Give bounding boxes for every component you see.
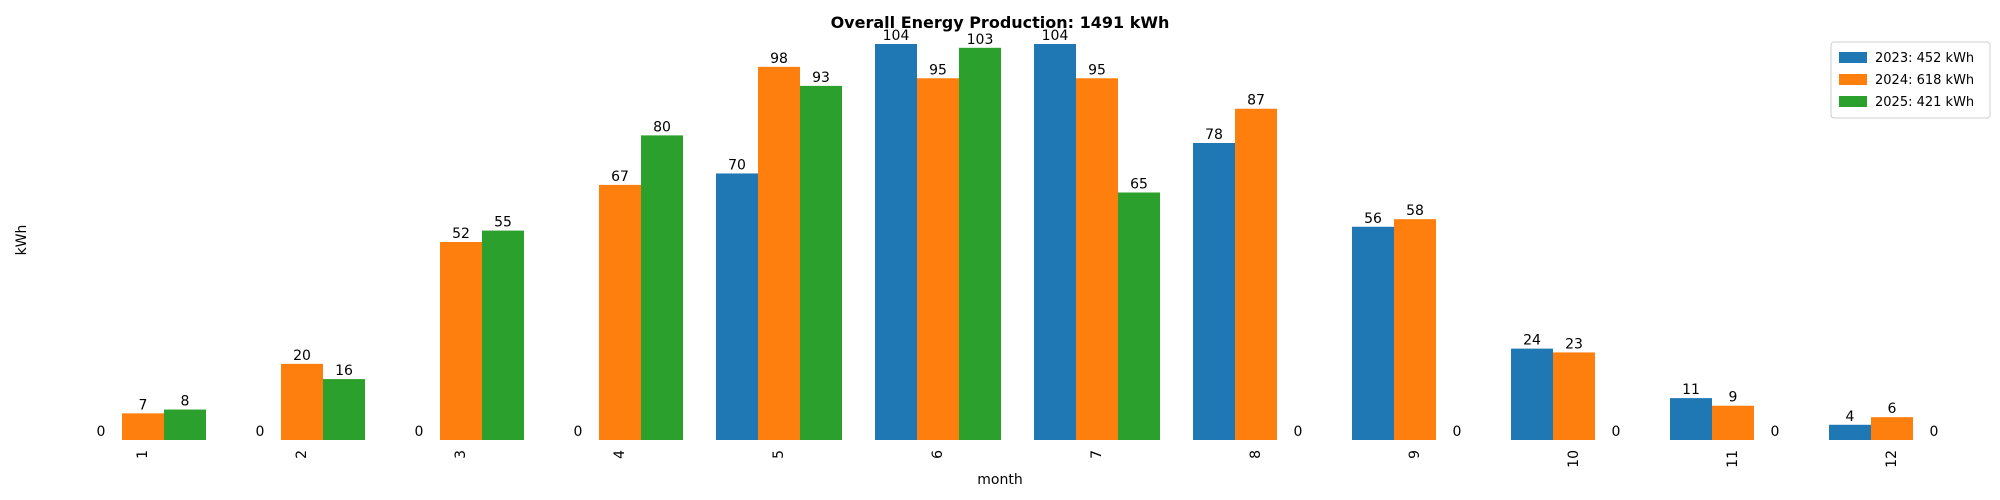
x-tick-labels: 1 2 3 4 5 6 7 8 9 10 11 12 <box>135 450 1900 468</box>
bar-month-3-series-3 <box>482 230 524 440</box>
data-label-month-12-series-1: 4 <box>1846 409 1855 425</box>
bar-month-3-series-2 <box>440 242 482 440</box>
bar-month-6-series-2 <box>917 78 959 441</box>
x-tick-label-12: 12 <box>1884 450 1900 468</box>
y-axis-label: kWh <box>14 225 30 256</box>
data-label-month-5-series-2: 98 <box>770 51 788 67</box>
bar-month-12-series-2 <box>1871 417 1913 440</box>
data-label-month-7-series-1: 104 <box>1042 28 1069 44</box>
data-label-month-10-series-3: 0 <box>1612 424 1621 440</box>
legend-swatch-3 <box>1839 96 1867 107</box>
x-tick-label-2: 2 <box>294 450 310 459</box>
data-label-month-5-series-1: 70 <box>728 157 746 173</box>
data-label-month-11-series-2: 9 <box>1729 390 1738 406</box>
bar-month-7-series-2 <box>1076 78 1118 441</box>
data-label-month-12-series-3: 0 <box>1930 424 1939 440</box>
legend-label-3: 2025: 421 kWh <box>1875 95 1974 110</box>
bar-month-7-series-1 <box>1034 44 1076 440</box>
legend-swatch-1 <box>1839 52 1867 63</box>
bar-month-4-series-3 <box>641 135 683 440</box>
data-label-month-4-series-1: 0 <box>574 424 583 440</box>
bar-month-11-series-2 <box>1712 405 1754 440</box>
data-label-month-4-series-2: 67 <box>611 169 629 185</box>
data-label-month-9-series-3: 0 <box>1453 424 1462 440</box>
bar-month-5-series-2 <box>758 66 800 440</box>
x-tick-label-8: 8 <box>1248 450 1264 459</box>
x-tick-label-1: 1 <box>135 450 151 459</box>
x-tick-label-9: 9 <box>1407 450 1423 459</box>
bar-month-5-series-3 <box>800 85 842 440</box>
data-label-month-9-series-2: 58 <box>1406 203 1424 219</box>
data-label-month-6-series-1: 104 <box>883 28 910 44</box>
bar-month-8-series-2 <box>1235 108 1277 440</box>
x-tick-label-6: 6 <box>930 450 946 459</box>
bar-month-9-series-2 <box>1394 219 1436 440</box>
data-label-month-2-series-3: 16 <box>335 363 353 379</box>
bar-month-11-series-1 <box>1670 398 1712 440</box>
data-label-month-1-series-3: 8 <box>181 394 190 410</box>
data-label-month-3-series-2: 52 <box>452 226 470 242</box>
bar-month-8-series-1 <box>1193 143 1235 440</box>
x-tick-label-10: 10 <box>1566 450 1582 468</box>
bar-month-9-series-1 <box>1352 226 1394 440</box>
legend-label-2: 2024: 618 kWh <box>1875 73 1974 88</box>
data-label-month-2-series-2: 20 <box>293 348 311 364</box>
data-label-month-1-series-2: 7 <box>139 397 148 413</box>
data-label-month-11-series-3: 0 <box>1771 424 1780 440</box>
legend: 2023: 452 kWh 2024: 618 kWh 2025: 421 kWh <box>1830 41 1991 119</box>
bar-month-10-series-2 <box>1553 352 1595 440</box>
data-label-month-3-series-1: 0 <box>415 424 424 440</box>
data-label-month-4-series-3: 80 <box>653 119 671 135</box>
data-label-month-7-series-2: 95 <box>1088 62 1106 78</box>
bar-month-7-series-3 <box>1118 192 1160 440</box>
x-tick-label-4: 4 <box>612 450 628 459</box>
bar-month-6-series-3 <box>959 47 1001 441</box>
bar-month-12-series-1 <box>1829 424 1871 440</box>
bar-month-1-series-3 <box>164 409 206 440</box>
bar-month-2-series-2 <box>281 363 323 440</box>
data-label-month-9-series-1: 56 <box>1364 211 1382 227</box>
data-label-month-3-series-3: 55 <box>494 215 512 231</box>
data-label-month-7-series-3: 65 <box>1130 177 1148 193</box>
bar-month-4-series-2 <box>599 184 641 440</box>
bar-month-2-series-3 <box>323 379 365 440</box>
data-label-month-8-series-3: 0 <box>1294 424 1303 440</box>
x-tick-label-11: 11 <box>1725 450 1741 468</box>
data-label-month-12-series-2: 6 <box>1888 401 1897 417</box>
x-axis-label: month <box>977 472 1022 488</box>
x-tick-label-7: 7 <box>1089 450 1105 459</box>
legend-swatch-2 <box>1839 74 1867 85</box>
data-label-month-10-series-1: 24 <box>1523 333 1541 349</box>
data-label-month-8-series-2: 87 <box>1247 93 1265 109</box>
data-label-month-10-series-2: 23 <box>1565 336 1583 352</box>
data-label-month-6-series-2: 95 <box>929 62 947 78</box>
x-tick-label-3: 3 <box>453 450 469 459</box>
data-label-month-6-series-3: 103 <box>967 32 994 48</box>
data-label-month-5-series-3: 93 <box>812 70 830 86</box>
legend-label-1: 2023: 452 kWh <box>1875 51 1974 66</box>
data-label-month-8-series-1: 78 <box>1205 127 1223 143</box>
bar-month-6-series-1 <box>875 44 917 440</box>
data-label-month-11-series-1: 11 <box>1682 382 1700 398</box>
data-label-month-1-series-1: 0 <box>97 424 106 440</box>
data-label-month-2-series-1: 0 <box>256 424 265 440</box>
x-tick-label-5: 5 <box>771 450 787 459</box>
chart-title: Overall Energy Production: 1491 kWh <box>831 13 1170 32</box>
bars-layer <box>122 44 1913 441</box>
bar-month-5-series-1 <box>716 173 758 440</box>
legend-box <box>1830 41 1991 119</box>
bar-month-1-series-2 <box>122 413 164 440</box>
bar-month-10-series-1 <box>1511 348 1553 440</box>
